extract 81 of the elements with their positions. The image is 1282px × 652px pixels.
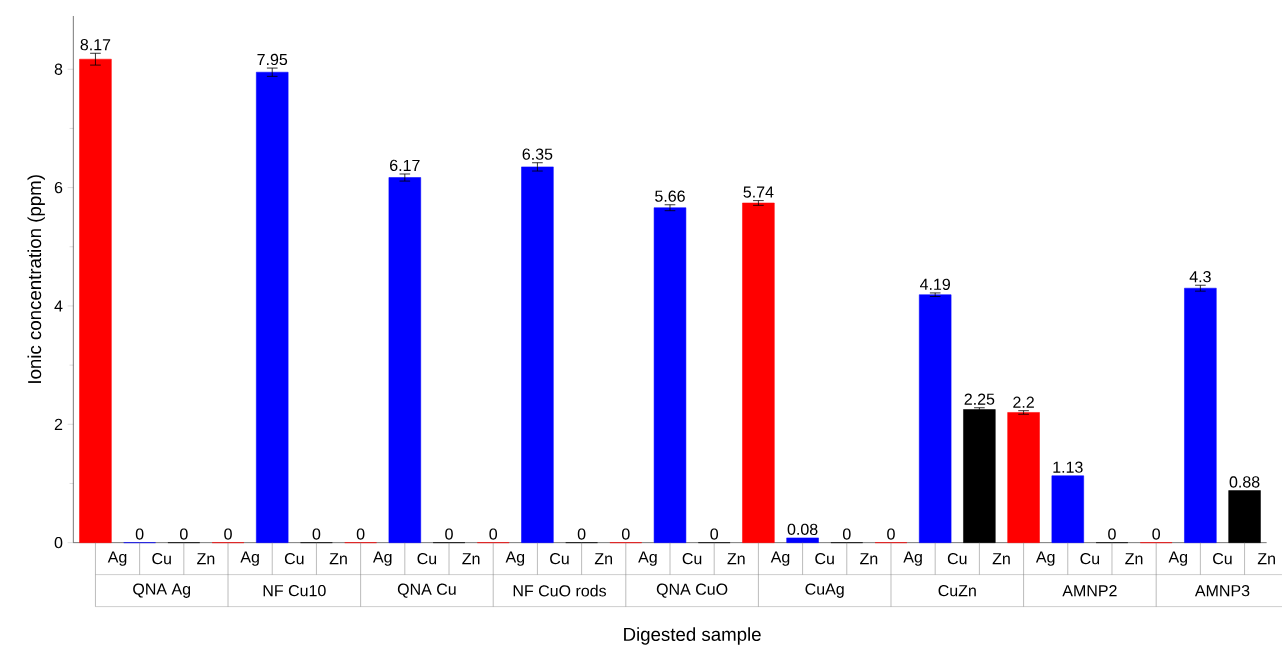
data-label: 6.17	[390, 159, 420, 172]
data-label: 5.66	[655, 190, 685, 202]
text: Zn	[860, 553, 878, 565]
text: Ag	[372, 551, 392, 566]
x-axis-title: Digested sample	[624, 627, 761, 645]
text: Ag	[903, 551, 922, 566]
x-tick-label: QNA Ag	[133, 583, 191, 598]
data-label: 0.88	[1229, 476, 1260, 488]
data-label: 0	[887, 528, 895, 540]
text: Ag	[240, 551, 259, 566]
text: Cu	[947, 553, 967, 565]
series-label: Cu	[152, 553, 171, 565]
x-tick-label: NF CuO rods	[513, 584, 607, 597]
data-label: 0	[710, 528, 719, 540]
data-label: 0	[577, 528, 586, 540]
text: Zn	[462, 553, 480, 565]
data-label: 8.17	[80, 39, 111, 51]
bar	[742, 202, 775, 543]
data-label: 2.2	[1013, 396, 1034, 408]
y-tick-label: 0	[54, 536, 63, 549]
data-label: 2.25	[964, 393, 995, 405]
y-tick-label: 4	[54, 300, 63, 312]
data-label: 0	[842, 528, 851, 540]
series-label: Zn	[197, 553, 215, 565]
data-label: 0	[312, 528, 321, 540]
bar	[1051, 475, 1084, 543]
text: Zn	[329, 553, 347, 565]
data-label: 4.19	[919, 278, 950, 290]
bar	[256, 71, 289, 543]
text: Ag	[505, 551, 525, 566]
x-tick-label: NF Cu10	[263, 584, 326, 597]
text: Ag	[770, 551, 790, 566]
data-label: 4.3	[1189, 270, 1211, 283]
text: Cu	[1213, 553, 1232, 565]
x-tick-label: CuZn	[938, 584, 976, 597]
bar	[521, 166, 554, 543]
data-label: 5.74	[743, 186, 774, 198]
bar	[79, 58, 112, 543]
bar	[653, 207, 687, 543]
text: Ag	[638, 551, 657, 566]
x-tick-label: CuAg	[805, 583, 844, 598]
bar	[388, 177, 421, 543]
data-label: 0.08	[787, 523, 818, 535]
data-label: 0	[489, 528, 498, 540]
data-label: 0	[1108, 528, 1116, 540]
series-label: Ag	[107, 551, 127, 566]
text: Zn	[594, 553, 613, 565]
bar	[1184, 287, 1217, 543]
data-label: 6.35	[522, 148, 553, 160]
y-axis-title: Ionic concentration (ppm)	[27, 175, 45, 383]
y-tick-label: 6	[54, 181, 63, 194]
x-tick-label: AMNP2	[1062, 585, 1117, 597]
text: Zn	[1257, 553, 1275, 565]
y-tick-label: 8	[54, 63, 63, 75]
text: Cu	[815, 553, 834, 565]
data-label: 0	[621, 528, 630, 540]
x-tick-label: QNA CuO	[656, 583, 728, 598]
text: Cu	[682, 553, 702, 565]
data-label: 0	[224, 528, 232, 540]
bar	[786, 537, 819, 543]
data-label: 7.95	[257, 53, 288, 66]
data-label: 0	[135, 528, 144, 540]
y-tick-label: 2	[54, 418, 63, 430]
data-label: 0	[356, 528, 365, 540]
bar	[919, 294, 952, 543]
data-label: 0	[445, 528, 453, 540]
data-label: 1.13	[1053, 461, 1083, 473]
data-label: 0	[1152, 528, 1160, 540]
x-tick-label: AMNP3	[1194, 584, 1250, 597]
text: Ag	[1168, 551, 1188, 566]
text: Cu	[417, 553, 437, 565]
data-label: 0	[180, 528, 188, 540]
text: Cu	[284, 553, 304, 565]
text: Zn	[1125, 553, 1143, 565]
text: Cu	[1080, 553, 1100, 565]
x-tick-label: QNA Cu	[397, 583, 456, 598]
text: Zn	[727, 553, 745, 565]
text: Ag	[1035, 551, 1055, 566]
text: Cu	[550, 553, 569, 565]
bar	[1007, 412, 1040, 543]
text: Zn	[992, 553, 1010, 565]
